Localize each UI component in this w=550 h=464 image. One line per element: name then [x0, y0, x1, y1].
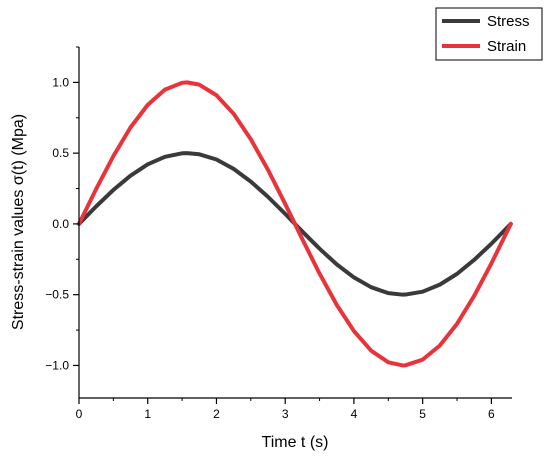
- series-line-strain: [77, 80, 513, 368]
- series-layer: [77, 80, 513, 368]
- x-axis-title: Time t (s): [262, 434, 329, 451]
- x-tick-label: 0: [76, 407, 83, 421]
- y-axis-title: Stress-strain values σ(t) (Mpa): [10, 114, 27, 330]
- y-tick-label: 0.5: [52, 146, 69, 160]
- x-tick-label: 1: [144, 407, 151, 421]
- y-tick-label: 0.0: [52, 217, 69, 231]
- legend-box: [435, 7, 543, 61]
- x-tick-label: 3: [282, 407, 289, 421]
- x-ticks: 0 1 2 3 4 5 6: [76, 398, 495, 421]
- legend: Stress Strain: [435, 7, 543, 61]
- x-tick-label: 5: [419, 407, 426, 421]
- x-tick-label: 6: [488, 407, 495, 421]
- y-tick-label: 1.0: [52, 75, 69, 89]
- y-ticks: −1.0 −0.5 0.0 0.5 1.0: [45, 46, 79, 372]
- x-tick-label: 2: [213, 407, 220, 421]
- y-tick-label: −0.5: [45, 288, 69, 302]
- x-tick-label: 4: [351, 407, 358, 421]
- y-tick-label: −1.0: [45, 358, 69, 372]
- axes-layer: [78, 47, 512, 399]
- legend-label-stress: Stress: [487, 13, 530, 30]
- legend-label-strain: Strain: [487, 38, 526, 55]
